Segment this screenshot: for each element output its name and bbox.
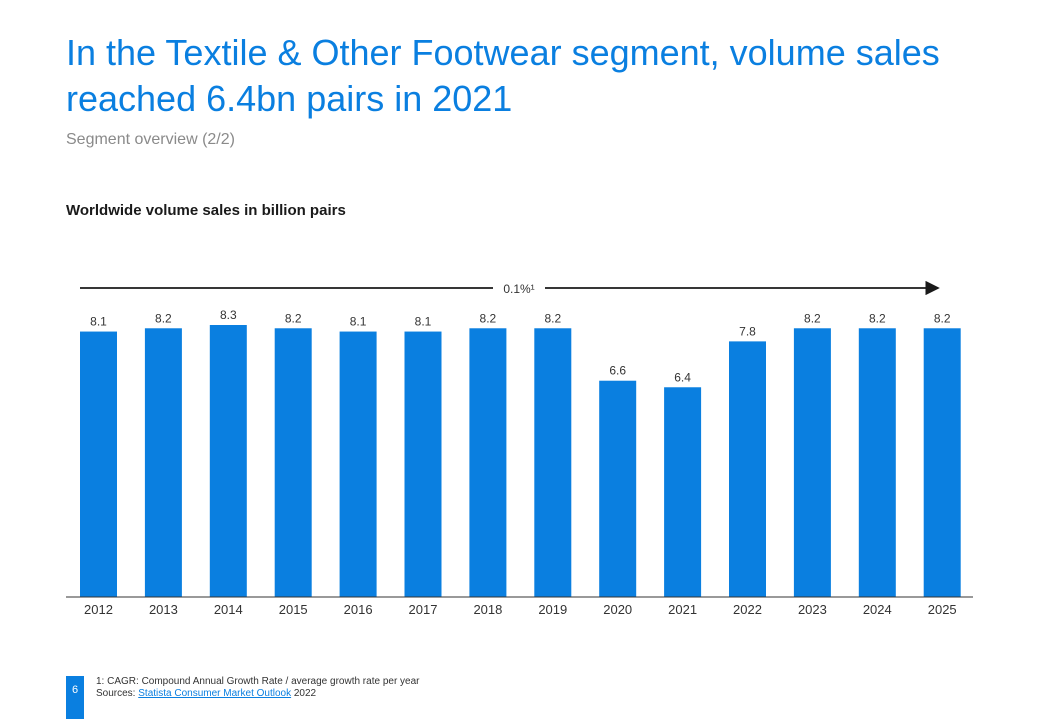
footer-page-marker — [66, 676, 84, 719]
x-tick-2020: 2020 — [603, 602, 632, 617]
bar-2024 — [858, 328, 896, 597]
value-label-2017: 8.1 — [415, 315, 432, 329]
value-label-2016: 8.1 — [350, 315, 367, 329]
value-label-2014: 8.3 — [220, 308, 237, 322]
cagr-label: 0.1%¹ — [503, 282, 534, 296]
value-label-2022: 7.8 — [739, 324, 756, 338]
bar-2017 — [404, 331, 442, 597]
value-labels-group: 8.1 8.2 8.3 8.2 8.1 8.1 8.2 8.2 6.6 6.4 7.8 8.2 8.2 8… — [90, 308, 951, 384]
bar-2015 — [274, 328, 312, 597]
sources-suffix: 2022 — [291, 688, 317, 699]
page-number: 6 — [71, 684, 79, 696]
value-label-2012: 8.1 — [90, 315, 107, 329]
bar-2018 — [469, 328, 507, 597]
value-label-2019: 8.2 — [544, 311, 561, 325]
bar-2014 — [209, 325, 247, 597]
bar-chart: 0.1%¹ 8.1 8.2 8.3 8.2 8.1 8.1 8.2 8.26.6 6.47.88… — [66, 280, 973, 617]
value-label-2020: 6.6 — [609, 364, 626, 378]
x-tick-2013: 2013 — [149, 602, 178, 617]
x-axis-labels-group: 2012 2013 2014 2015 2016 2017 2018 2019 2020 2021… — [84, 602, 957, 617]
page-title: In the Textile & Other Footwear segment,… — [66, 32, 940, 119]
bars-group — [80, 325, 961, 597]
x-tick-2022: 2022 — [733, 602, 762, 617]
x-tick-2014: 2014 — [214, 602, 243, 617]
x-tick-2024: 2024 — [863, 602, 892, 617]
value-label-2018: 8.2 — [480, 311, 497, 325]
x-tick-2012: 2012 — [84, 602, 113, 617]
x-tick-2019: 2019 — [538, 602, 567, 617]
sources-link[interactable]: Statista Consumer Market Outlook — [138, 688, 292, 699]
bar-2013 — [144, 328, 182, 597]
x-tick-2017: 2017 — [409, 602, 438, 617]
bar-2021 — [664, 387, 702, 597]
x-tick-2015: 2015 — [279, 602, 308, 617]
page-subtitle: Segment overview (2/2) — [66, 131, 235, 148]
sources-line: Sources: Statista Consumer Market Outloo… — [96, 688, 316, 700]
value-label-2024: 8.2 — [869, 311, 886, 325]
x-tick-2021: 2021 — [668, 602, 697, 617]
bar-2019 — [534, 328, 572, 597]
chart-heading: Worldwide volume sales in billion pairs — [66, 202, 346, 219]
value-label-2023: 8.2 — [804, 311, 821, 325]
bar-2025 — [923, 328, 961, 597]
value-label-2013: 8.2 — [155, 311, 172, 325]
footnote: 1: CAGR: Compound Annual Growth Rate / a… — [96, 676, 420, 687]
bar-2016 — [339, 331, 377, 597]
bar-2020 — [599, 380, 637, 597]
bar-2022 — [729, 341, 766, 597]
bar-2012 — [80, 331, 117, 597]
value-label-2015: 8.2 — [285, 311, 302, 325]
x-tick-2023: 2023 — [798, 602, 827, 617]
value-label-2025: 8.2 — [934, 311, 951, 325]
sources-prefix: Sources: — [96, 688, 139, 699]
x-tick-2018: 2018 — [473, 602, 502, 617]
value-label-2021: 6.4 — [674, 370, 691, 384]
x-tick-2016: 2016 — [344, 602, 373, 617]
x-tick-2025: 2025 — [928, 602, 957, 617]
bar-2023 — [793, 328, 831, 597]
